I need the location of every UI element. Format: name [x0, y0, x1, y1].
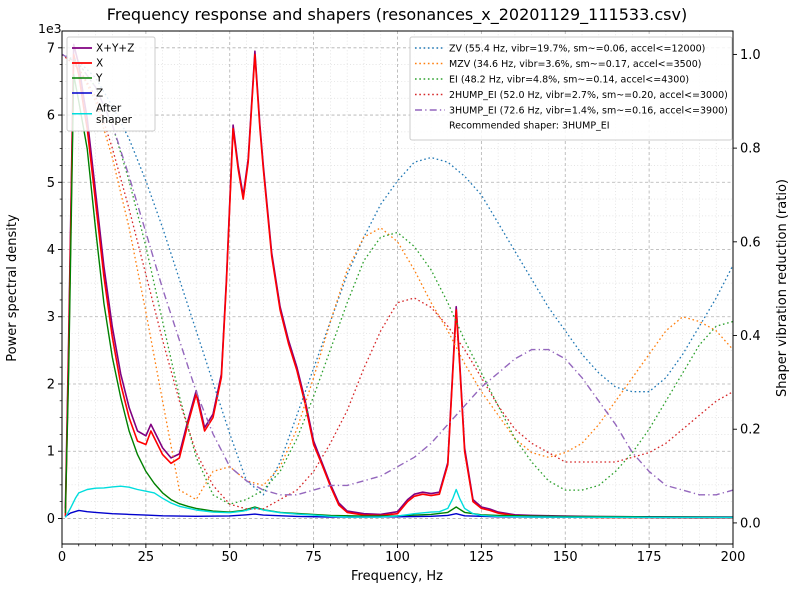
y-tick-label-right: 0.6 — [740, 235, 761, 250]
x-tick-label: 200 — [721, 550, 746, 565]
y-tick-label-left: 0 — [47, 512, 55, 527]
y-tick-label-right: 0.4 — [740, 329, 761, 344]
legend: ZV (55.4 Hz, vibr=19.7%, sm~=0.06, accel… — [409, 36, 733, 141]
legend-label: After — [96, 103, 122, 115]
y-tick-label-left: 6 — [47, 109, 55, 124]
x-tick-label: 125 — [469, 550, 494, 565]
x-tick-label: 0 — [58, 550, 66, 565]
y-tick-label-right: 1.0 — [740, 48, 761, 63]
x-axis-label: Frequency, Hz — [351, 569, 443, 584]
ticks-layer: 0 25 50 75 100 125 150 175 200 0 1 2 3 4 5 6 7 0.0 0.2 0.4 0… — [47, 41, 761, 565]
legend-label: Y — [95, 73, 103, 85]
legend-label: Z — [96, 88, 103, 100]
series-2hump_ei — [61, 53, 734, 510]
y-tick-label-left: 4 — [47, 243, 55, 258]
series-after-shaper — [64, 485, 734, 519]
series-mzv — [61, 53, 734, 501]
legend-label: EI (48.2 Hz, vibr=4.8%, sm~=0.14, accel<… — [449, 75, 689, 86]
legend-label: shaper — [96, 114, 133, 126]
y-tick-label-right: 0.0 — [740, 516, 761, 531]
x-tick-label: 150 — [553, 550, 578, 565]
y-tick-label-left: 5 — [47, 176, 55, 191]
y-tick-label-left: 7 — [47, 41, 55, 56]
legend-label: MZV (34.6 Hz, vibr=3.6%, sm~=0.17, accel… — [449, 59, 701, 70]
x-tick-label: 50 — [221, 550, 238, 565]
legend-label: X — [96, 58, 103, 70]
series-ei — [61, 53, 734, 505]
legend-box — [66, 36, 156, 132]
legend-label: ZV (55.4 Hz, vibr=19.7%, sm~=0.06, accel… — [449, 44, 705, 55]
series-z — [65, 509, 733, 519]
y-tick-label-left: 2 — [47, 377, 55, 392]
y-tick-label-right: 0.2 — [740, 423, 761, 438]
y-tick-label-left: 3 — [47, 310, 55, 325]
x-tick-label: 175 — [637, 550, 662, 565]
y-axis-label-right: Shaper vibration reduction (ratio) — [775, 179, 790, 397]
legend-label: X+Y+Z — [96, 43, 134, 55]
chart-title: Frequency response and shapers (resonanc… — [107, 5, 687, 25]
x-tick-label: 75 — [305, 550, 322, 565]
x-tick-label: 100 — [385, 550, 410, 565]
y-tick-label-right: 0.8 — [740, 142, 761, 157]
series-3hump_ei — [61, 53, 734, 496]
legend-label: 3HUMP_EI (72.6 Hz, vibr=1.4%, sm~=0.16, … — [449, 106, 728, 117]
y-axis-label-left: Power spectral density — [5, 214, 20, 362]
axis-offset-text: 1e3 — [38, 21, 62, 36]
x-tick-label: 25 — [138, 550, 155, 565]
series-x — [64, 53, 733, 519]
legend-box — [409, 36, 733, 141]
legend-label: 2HUMP_EI (52.0 Hz, vibr=2.7%, sm~=0.20, … — [449, 90, 728, 101]
y-tick-label-left: 1 — [47, 445, 55, 460]
legend-note: Recommended shaper: 3HUMP_EI — [449, 121, 610, 132]
series-layer — [61, 43, 734, 519]
